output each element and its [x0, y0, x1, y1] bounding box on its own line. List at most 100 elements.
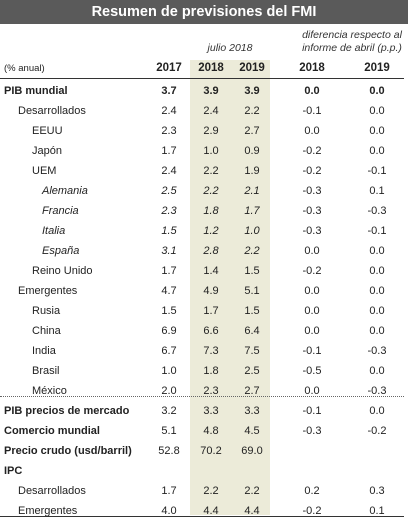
units-label: (% anual): [4, 63, 45, 74]
row-value: 0.0: [369, 245, 385, 257]
row-value: -0.3: [367, 345, 387, 357]
row-value: 1.4: [203, 265, 219, 277]
row-label: EEUU: [32, 125, 63, 137]
row-value: -0.3: [302, 185, 322, 197]
row-label: Precio crudo (usd/barril): [4, 445, 132, 457]
row-value: 4.7: [161, 285, 177, 297]
row-value: 3.3: [203, 405, 219, 417]
row-value: -0.1: [367, 225, 387, 237]
row-value: 3.1: [161, 245, 177, 257]
row-value: 4.5: [244, 425, 260, 437]
row-value: -0.1: [302, 105, 322, 117]
col-header-2019-diff: 2019: [364, 62, 390, 74]
row-value: 2.4: [203, 105, 219, 117]
row-value: 2.7: [244, 125, 260, 137]
row-value: -0.2: [302, 145, 322, 157]
bottom-rule: [0, 516, 404, 517]
col-header-2019-july: 2019: [239, 62, 265, 74]
row-value: 6.9: [161, 325, 177, 337]
row-value: 0.1: [369, 185, 385, 197]
row-value: -0.2: [367, 425, 387, 437]
row-label: PIB mundial: [4, 85, 68, 97]
row-value: 2.2: [244, 245, 260, 257]
row-value: 0.0: [369, 265, 385, 277]
row-value: -0.3: [302, 205, 322, 217]
row-value: 0.0: [369, 105, 385, 117]
row-value: 2.4: [161, 105, 177, 117]
row-value: -0.1: [302, 405, 322, 417]
row-value: 4.8: [203, 425, 219, 437]
row-label: Italia: [42, 225, 66, 237]
row-value: -0.2: [302, 505, 322, 517]
row-value: 0.0: [369, 285, 385, 297]
row-value: 2.2: [203, 485, 219, 497]
row-value: 1.7: [161, 145, 177, 157]
july-2018-highlight-band: [190, 60, 270, 515]
row-value: -0.5: [302, 365, 322, 377]
row-value: 2.7: [244, 385, 260, 397]
row-value: -0.1: [302, 345, 322, 357]
row-value: 4.0: [161, 505, 177, 517]
row-value: 6.6: [203, 325, 219, 337]
row-value: 1.7: [244, 205, 260, 217]
row-value: 4.4: [244, 505, 260, 517]
row-value: -0.3: [367, 385, 387, 397]
row-value: 1.7: [161, 485, 177, 497]
row-value: 2.3: [203, 385, 219, 397]
row-label: Rusia: [32, 305, 61, 317]
diff-header-line2: informe de abril (p.p.): [302, 42, 402, 54]
row-value: 0.0: [304, 385, 320, 397]
row-value: 0.0: [304, 245, 320, 257]
row-value: 0.0: [369, 365, 385, 377]
row-label: India: [32, 345, 56, 357]
row-label: México: [32, 385, 67, 397]
row-value: 5.1: [161, 425, 177, 437]
row-value: 2.1: [244, 185, 260, 197]
row-label: PIB precios de mercado: [4, 405, 130, 417]
row-value: 2.2: [244, 485, 260, 497]
separator-dotted: [0, 396, 404, 397]
row-value: 6.4: [244, 325, 260, 337]
row-value: 1.5: [244, 265, 260, 277]
row-value: 4.9: [203, 285, 219, 297]
row-label: Francia: [42, 205, 79, 217]
row-value: 2.5: [244, 365, 260, 377]
row-value: 3.9: [244, 85, 260, 97]
row-value: 0.9: [244, 145, 260, 157]
row-value: 1.0: [244, 225, 260, 237]
row-label: Japón: [32, 145, 62, 157]
col-header-2018-july: 2018: [198, 62, 224, 74]
row-value: 2.2: [244, 105, 260, 117]
col-header-2017: 2017: [156, 62, 182, 74]
row-value: 0.0: [369, 405, 385, 417]
row-value: 0.0: [304, 305, 320, 317]
row-value: -0.2: [302, 165, 322, 177]
row-value: 2.2: [203, 165, 219, 177]
row-value: 0.0: [369, 325, 385, 337]
row-value: 2.0: [161, 385, 177, 397]
row-value: -0.2: [302, 265, 322, 277]
row-label: Alemania: [42, 185, 88, 197]
row-value: 0.0: [369, 145, 385, 157]
row-value: 0.0: [304, 85, 320, 97]
row-value: 0.1: [369, 505, 385, 517]
row-value: -0.1: [367, 165, 387, 177]
row-label: IPC: [4, 465, 23, 477]
row-value: 1.0: [203, 145, 219, 157]
row-value: 1.7: [161, 265, 177, 277]
row-value: 69.0: [241, 445, 263, 457]
row-value: 2.3: [161, 125, 177, 137]
row-value: 6.7: [161, 345, 177, 357]
row-value: 2.4: [161, 165, 177, 177]
july-header: julio 2018: [207, 42, 253, 54]
table-title: Resumen de previsiones del FMI: [0, 0, 408, 24]
row-value: 0.0: [369, 305, 385, 317]
row-value: 0.0: [304, 125, 320, 137]
row-label: UEM: [32, 165, 57, 177]
row-label: Desarrollados: [18, 105, 86, 117]
row-value: 2.2: [203, 185, 219, 197]
row-value: 5.1: [244, 285, 260, 297]
row-label: Desarrollados: [18, 485, 86, 497]
row-value: 2.8: [203, 245, 219, 257]
row-value: 0.0: [369, 125, 385, 137]
